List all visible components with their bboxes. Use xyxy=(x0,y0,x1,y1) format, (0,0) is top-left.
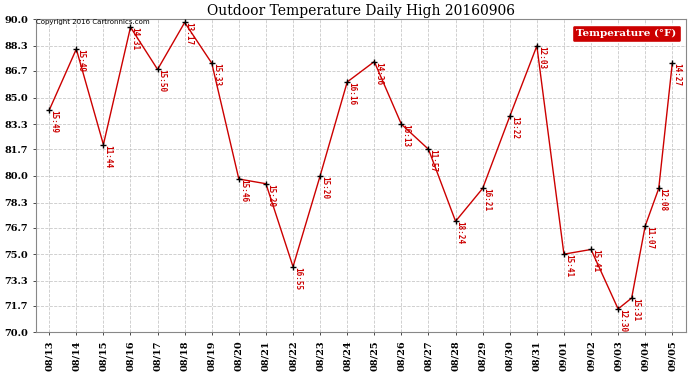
Text: 12:08: 12:08 xyxy=(659,188,668,211)
Text: 16:21: 16:21 xyxy=(483,188,492,211)
Text: 14:31: 14:31 xyxy=(130,27,139,50)
Text: 16:13: 16:13 xyxy=(402,124,411,147)
Text: 16:55: 16:55 xyxy=(293,267,302,290)
Text: 13:17: 13:17 xyxy=(185,22,194,46)
Text: 15:46: 15:46 xyxy=(239,179,248,202)
Text: 18:24: 18:24 xyxy=(455,221,464,245)
Text: 15:31: 15:31 xyxy=(631,298,640,321)
Text: 12:30: 12:30 xyxy=(618,309,627,332)
Text: 15:49: 15:49 xyxy=(77,49,86,72)
Text: 15:20: 15:20 xyxy=(320,176,329,199)
Text: 11:44: 11:44 xyxy=(104,145,112,168)
Text: Copyright 2016 Cartronnics.com: Copyright 2016 Cartronnics.com xyxy=(36,20,149,26)
Text: 13:22: 13:22 xyxy=(510,116,519,140)
Text: 11:07: 11:07 xyxy=(645,226,654,249)
Text: 16:16: 16:16 xyxy=(347,82,356,105)
Text: 14:27: 14:27 xyxy=(672,63,681,86)
Text: 15:20: 15:20 xyxy=(266,184,275,207)
Text: 15:49: 15:49 xyxy=(49,110,58,133)
Text: 14:36: 14:36 xyxy=(374,62,384,85)
Text: 12:03: 12:03 xyxy=(537,46,546,69)
Title: Outdoor Temperature Daily High 20160906: Outdoor Temperature Daily High 20160906 xyxy=(207,4,515,18)
Text: 11:57: 11:57 xyxy=(428,149,437,172)
Text: 15:50: 15:50 xyxy=(157,69,166,93)
Text: 15:41: 15:41 xyxy=(564,254,573,277)
Legend: Temperature (°F): Temperature (°F) xyxy=(572,24,680,42)
Text: 15:41: 15:41 xyxy=(591,249,600,273)
Text: 15:33: 15:33 xyxy=(212,63,221,86)
